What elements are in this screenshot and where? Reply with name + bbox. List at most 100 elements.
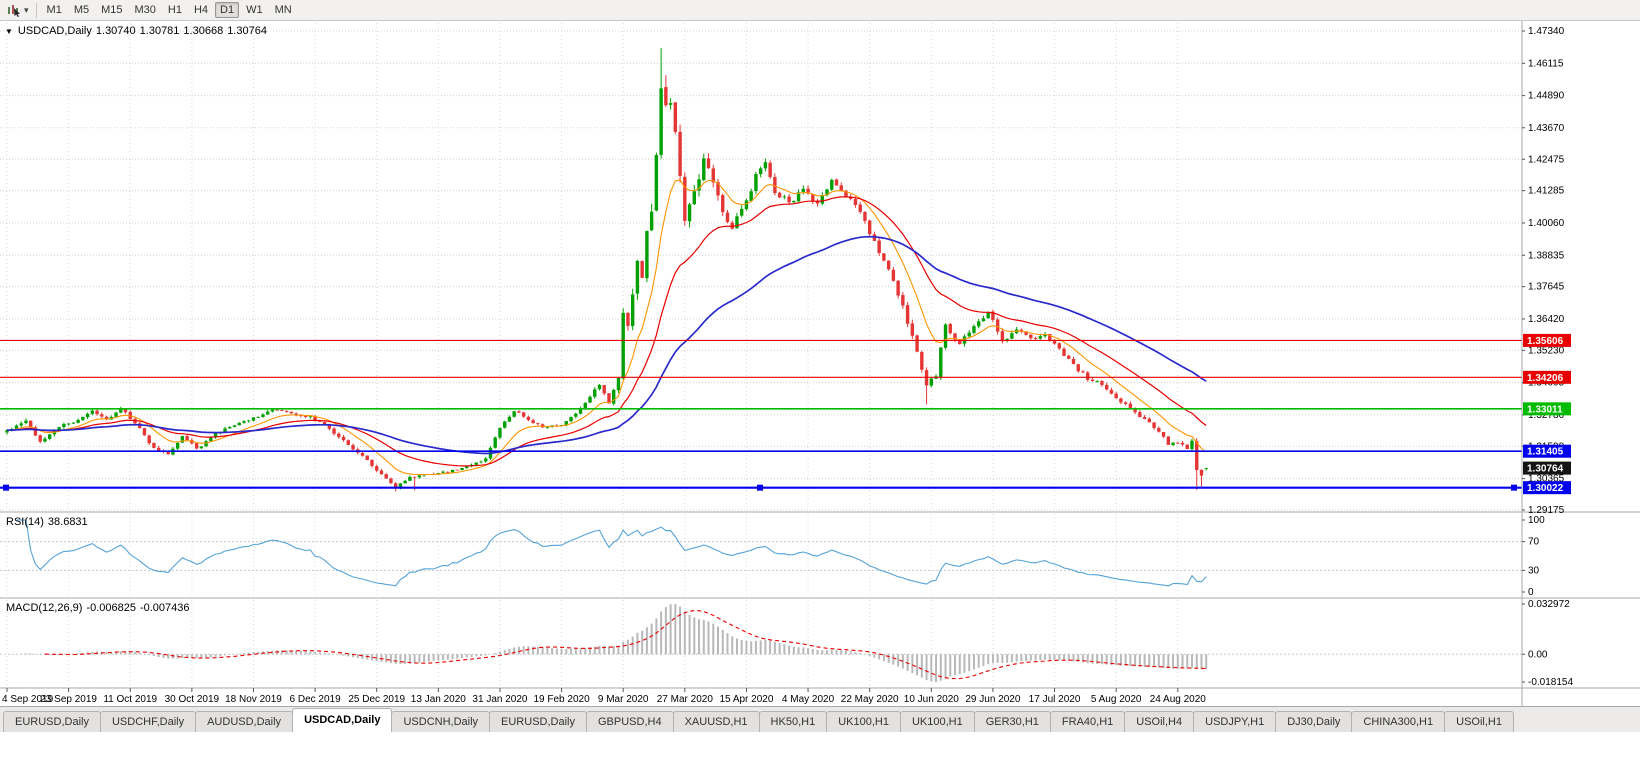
horizontal-level-lines[interactable] (0, 339, 1522, 491)
candlestick-series (5, 48, 1208, 492)
rsi-axis-label: 30 (1528, 565, 1540, 576)
price-tag-label: 1.33011 (1527, 404, 1563, 415)
date-axis-label: 10 Jun 2020 (904, 694, 959, 705)
date-axis-label: 19 Feb 2020 (533, 694, 590, 705)
tab-dj30-daily-15[interactable]: DJ30,Daily (1275, 711, 1353, 732)
timeframe-button-m5[interactable]: M5 (73, 4, 90, 16)
date-axis-label: 23 Sep 2019 (40, 694, 97, 705)
bottom-filler (0, 732, 1640, 765)
tab-audusd-daily-2[interactable]: AUDUSD,Daily (195, 711, 294, 732)
ma-slow-line (7, 235, 1207, 455)
date-axis-label: 27 Mar 2020 (657, 694, 714, 705)
timeframe-button-mn[interactable]: MN (274, 4, 292, 16)
rsi-line (16, 519, 1207, 587)
price-axis-label: 1.47340 (1528, 26, 1565, 37)
price-tag-label: 1.31405 (1527, 447, 1564, 458)
date-axis-label: 15 Apr 2020 (719, 694, 773, 705)
tab-xauusd-h1-7[interactable]: XAUUSD,H1 (672, 711, 760, 732)
price-tags: 1.35606 1.34206 1.33011 1.31405 1.30022 1.307… (1523, 333, 1571, 495)
tab-ger30-h1-11[interactable]: GER30,H1 (973, 711, 1051, 732)
price-axis-label: 1.29175 (1528, 505, 1565, 516)
price-tag (1523, 444, 1571, 458)
macd-axis-label: -0.018154 (1528, 677, 1573, 688)
timeframe-group: M1 M5 M15 M30 H1 H4 D1 W1 MN (42, 2, 297, 18)
date-axis-label: 4 Sep 2019 (2, 694, 54, 705)
tab-fra40-h1-12[interactable]: FRA40,H1 (1049, 711, 1126, 732)
timeframe-button-d1[interactable]: D1 (215, 2, 240, 18)
price-axis-label: 1.32780 (1528, 410, 1565, 421)
tab-eurusd-daily-5[interactable]: EURUSD,Daily (489, 711, 587, 732)
toolbar-separator (35, 2, 37, 18)
tab-usdchf-daily-1[interactable]: USDCHF,Daily (99, 711, 197, 732)
tab-eurusd-daily-0[interactable]: EURUSD,Daily (3, 711, 101, 732)
date-axis-label: 5 Aug 2020 (1091, 694, 1142, 705)
hline-handle[interactable] (1511, 484, 1517, 491)
ma-fast-line (6, 179, 1207, 476)
tab-usdcnh-daily-4[interactable]: USDCNH,Daily (391, 711, 491, 732)
date-axis-label: 30 Oct 2019 (165, 694, 220, 705)
date-axis-label: 6 Dec 2019 (290, 694, 342, 705)
moving-averages (6, 179, 1207, 476)
timeframe-button-w1[interactable]: W1 (246, 4, 263, 16)
tab-uk100-h1-9[interactable]: UK100,H1 (826, 711, 901, 732)
price-axis-label: 1.42475 (1528, 154, 1565, 165)
date-axis-label: 25 Dec 2019 (348, 694, 405, 705)
price-tag (1523, 461, 1571, 475)
date-axis-label: 22 May 2020 (841, 694, 899, 705)
price-tag (1523, 370, 1571, 384)
ohlc-toggle-icon[interactable]: ▼ (5, 27, 13, 36)
date-axis-label: 29 Jun 2020 (965, 694, 1020, 705)
chart-canvas[interactable]: 1.47340 1.46115 1.44890 1.43670 1.42475 1.412… (0, 21, 1640, 706)
price-axis-label: 1.37645 (1528, 282, 1565, 293)
price-axis-label: 1.36420 (1528, 314, 1565, 325)
pane-separators[interactable] (0, 21, 1640, 706)
rsi-axis-label: 100 (1528, 515, 1545, 526)
price-tag (1523, 402, 1571, 416)
price-tag-label: 1.30764 (1527, 464, 1564, 475)
macd-signal-line (44, 610, 1207, 680)
timeframe-button-h1[interactable]: H1 (167, 4, 182, 16)
price-tag-label: 1.30022 (1527, 483, 1564, 494)
date-axis-label: 13 Jan 2020 (411, 694, 466, 705)
date-axis-label: 9 Mar 2020 (598, 694, 649, 705)
price-axis-label: 1.40060 (1528, 218, 1565, 229)
tab-usoil-h1-17[interactable]: USOil,H1 (1444, 711, 1514, 732)
date-axis-label: 17 Jul 2020 (1029, 694, 1081, 705)
price-axis-label: 1.30365 (1528, 474, 1565, 485)
price-tag-label: 1.35606 (1527, 336, 1564, 347)
price-tag (1523, 481, 1571, 495)
tab-china300-h1-16[interactable]: CHINA300,H1 (1351, 711, 1446, 732)
hline-handle[interactable] (3, 484, 9, 491)
chart-cursor-icon[interactable] (4, 2, 24, 19)
timeframe-button-m15[interactable]: M15 (101, 4, 123, 16)
tab-gbpusd-h4-6[interactable]: GBPUSD,H4 (586, 711, 674, 732)
hline-handle[interactable] (757, 484, 763, 491)
rsi-pane (16, 519, 1207, 587)
date-axis-label: 31 Jan 2020 (472, 694, 527, 705)
price-tag-label: 1.34206 (1527, 373, 1564, 384)
ma-mid-line (6, 196, 1207, 467)
tab-usoil-h4-13[interactable]: USOil,H4 (1124, 711, 1195, 732)
tab-usdcad-daily-3[interactable]: USDCAD,Daily (292, 708, 393, 732)
price-axis-label: 1.35230 (1528, 345, 1565, 356)
timeframe-button-m1[interactable]: M1 (46, 4, 62, 16)
date-axis-label: 4 May 2020 (782, 694, 835, 705)
tab-uk100-h1-10[interactable]: UK100,H1 (899, 711, 975, 732)
tab-usdjpy-h1-14[interactable]: USDJPY,H1 (1193, 711, 1277, 732)
price-tag (1523, 333, 1571, 347)
timeframe-button-m30[interactable]: M30 (134, 4, 156, 16)
tab-hk50-h1-8[interactable]: HK50,H1 (758, 711, 828, 732)
timeframe-button-h4[interactable]: H4 (193, 4, 209, 16)
date-axis-label: 11 Oct 2019 (103, 694, 157, 705)
dropdown-caret-icon[interactable]: ▾ (24, 4, 29, 15)
macd-axis-label: 0.00 (1528, 649, 1548, 660)
chart-area[interactable]: ▼ USDCAD,Daily 1.30740 1.30781 1.30668 1.3076… (0, 21, 1640, 706)
price-axis-label: 1.46115 (1528, 58, 1564, 69)
chart-tab-bar: EURUSD,Daily USDCHF,Daily AUDUSD,Daily USDC… (0, 706, 1640, 732)
date-axis-label: 18 Nov 2019 (225, 694, 282, 705)
price-axis-label: 1.38835 (1528, 250, 1565, 261)
macd-pane (10, 604, 1208, 682)
price-axis-label: 1.43670 (1528, 123, 1565, 134)
rsi-axis-label: 0 (1528, 587, 1534, 598)
